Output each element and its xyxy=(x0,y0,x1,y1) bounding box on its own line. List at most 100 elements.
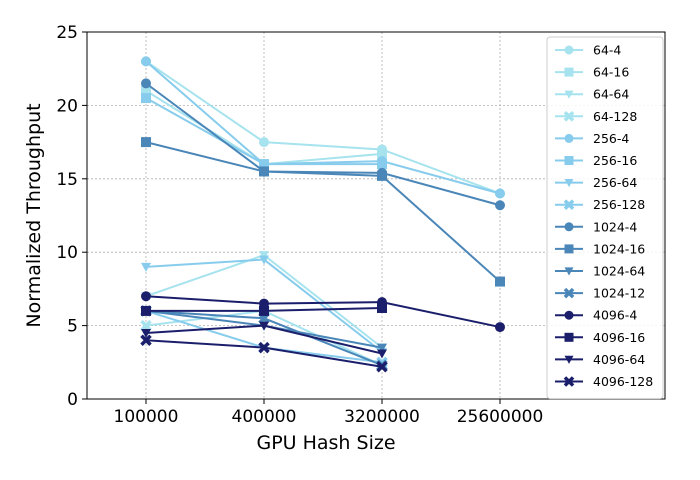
legend-label: 1024-12 xyxy=(593,286,645,301)
series-1024-4 xyxy=(141,78,505,211)
legend-marker xyxy=(564,90,574,99)
series-line xyxy=(145,295,501,329)
legend-item: 4096-128 xyxy=(555,374,653,389)
data-point xyxy=(141,93,151,104)
data-point xyxy=(141,85,151,96)
y-axis-label: Normalized Throughput xyxy=(23,103,45,327)
series-256-16 xyxy=(141,93,387,170)
data-point xyxy=(140,319,152,332)
data-point xyxy=(259,137,269,148)
data-point xyxy=(141,56,151,67)
x-tick-label: 100000 xyxy=(114,407,179,427)
legend-label: 4096-4 xyxy=(593,308,637,323)
legend-marker xyxy=(564,45,574,55)
legend: 64-4 64-16 64-64 64-128 256-4 256-16 256-64 256… xyxy=(546,36,664,400)
legend-marker xyxy=(564,67,574,77)
legend-box xyxy=(546,36,664,400)
data-point xyxy=(141,305,151,316)
ticks: 0 5 10 15 20 25 100000 400000 3200000 25600000 xyxy=(56,23,543,427)
y-tick-label: 0 xyxy=(67,390,78,410)
legend-marker xyxy=(563,111,575,122)
legend-marker xyxy=(564,156,574,165)
legend-label: 1024-64 xyxy=(593,264,645,279)
legend-item: 256-4 xyxy=(555,131,629,146)
legend-item: 1024-64 xyxy=(555,264,645,279)
data-point xyxy=(495,322,505,333)
data-point xyxy=(141,78,151,89)
data-point xyxy=(258,341,270,354)
legend-marker xyxy=(563,287,575,299)
data-point xyxy=(259,255,269,265)
legend-marker xyxy=(563,199,575,210)
legend-marker xyxy=(564,267,574,276)
y-tick-label: 15 xyxy=(56,170,78,190)
legend-item: 1024-4 xyxy=(555,219,637,234)
x-tick-label: 400000 xyxy=(232,407,297,427)
x-axis-label: GPU Hash Size xyxy=(256,432,395,454)
legend-item: 256-16 xyxy=(555,153,637,168)
series-line xyxy=(145,60,501,195)
series-line xyxy=(145,60,501,195)
legend-label: 4096-16 xyxy=(593,330,645,345)
data-point xyxy=(140,334,152,347)
legend-label: 256-4 xyxy=(593,131,629,146)
legend-item: 64-4 xyxy=(555,43,621,58)
y-tick-label: 5 xyxy=(67,317,78,337)
data-point xyxy=(141,262,151,272)
legend-item: 64-128 xyxy=(555,109,637,124)
series-line xyxy=(145,97,382,166)
legend-marker xyxy=(564,310,574,320)
data-point xyxy=(495,276,505,287)
legend-marker xyxy=(564,222,574,232)
data-point xyxy=(259,321,269,331)
legend-item: 4096-64 xyxy=(555,352,645,367)
legend-marker xyxy=(564,179,574,188)
legend-item: 4096-4 xyxy=(555,308,637,323)
legend-label: 1024-4 xyxy=(593,219,637,234)
legend-label: 4096-128 xyxy=(593,374,653,389)
legend-item: 1024-16 xyxy=(555,241,645,256)
data-point xyxy=(377,349,387,359)
legend-item: 1024-12 xyxy=(555,286,645,301)
legend-label: 64-64 xyxy=(593,87,629,102)
data-point xyxy=(376,360,388,373)
series-4096-64 xyxy=(141,321,387,359)
legend-label: 256-16 xyxy=(593,153,637,168)
legend-item: 256-64 xyxy=(555,175,637,190)
legend-item: 64-64 xyxy=(555,87,629,102)
legend-item: 64-16 xyxy=(555,65,629,80)
legend-label: 4096-64 xyxy=(593,352,645,367)
series-64-4 xyxy=(141,56,505,199)
series-layer xyxy=(140,56,505,373)
legend-marker xyxy=(564,332,574,342)
series-line xyxy=(145,141,501,283)
legend-item: 4096-16 xyxy=(555,330,645,345)
series-4096-16 xyxy=(141,302,387,316)
legend-label: 64-16 xyxy=(593,65,629,80)
series-line xyxy=(145,82,501,207)
data-point xyxy=(377,170,387,181)
data-point xyxy=(259,159,269,170)
data-point xyxy=(141,291,151,302)
legend-label: 1024-16 xyxy=(593,241,645,256)
legend-marker xyxy=(564,133,574,143)
data-point xyxy=(259,166,269,177)
data-point xyxy=(377,343,387,353)
data-point xyxy=(377,159,387,170)
series-4096-128 xyxy=(140,334,388,373)
data-point xyxy=(141,328,151,338)
data-point xyxy=(495,200,505,211)
legend-label: 256-128 xyxy=(593,197,645,212)
legend-marker xyxy=(564,244,574,254)
legend-marker xyxy=(563,376,575,387)
y-tick-label: 10 xyxy=(56,243,78,263)
legend-marker xyxy=(564,355,574,364)
legend-label: 64-4 xyxy=(593,43,621,58)
legend-label: 256-64 xyxy=(593,175,637,190)
plot-frame xyxy=(86,31,666,400)
legend-item: 256-128 xyxy=(555,197,645,212)
x-tick-label: 25600000 xyxy=(457,407,544,427)
y-tick-label: 25 xyxy=(56,23,78,43)
data-point xyxy=(377,302,387,313)
